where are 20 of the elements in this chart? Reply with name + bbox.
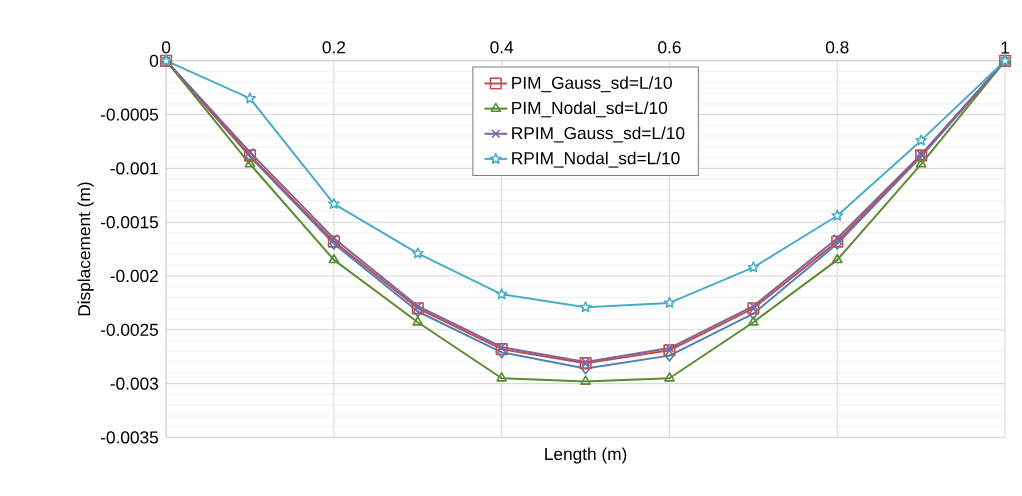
x-axis-title: Length (m) (545, 447, 627, 464)
y-tick-label: -0.002 (110, 269, 158, 283)
y-tick-label: 0 (149, 54, 159, 67)
legend-label: RPIM_Gauss_sd=L/10 (512, 126, 685, 143)
x-tick-label: 0 (161, 41, 171, 54)
legend-label: RPIM_Nodal_sd=L/10 (512, 151, 680, 168)
y-tick-label: -0.0025 (100, 323, 159, 336)
legend-label: PIM_Gauss_sd=L/10 (512, 76, 672, 93)
y-tick-label: -0.0005 (100, 108, 159, 121)
x-tick-label: 0.4 (490, 41, 514, 54)
y-tick-label: -0.0015 (100, 215, 159, 229)
y-tick-label: -0.001 (110, 162, 158, 175)
y-axis-title: Displacement (m) (77, 182, 94, 316)
x-tick-label: 0.2 (322, 41, 346, 54)
x-tick-label: 0.6 (658, 41, 681, 54)
legend-label: PIM_Nodal_sd=L/10 (512, 101, 668, 118)
y-tick-label: -0.003 (110, 377, 159, 390)
x-tick-label: 1 (1001, 41, 1010, 54)
x-tick-label: 0.8 (825, 41, 849, 54)
y-tick-label: -0.0035 (100, 431, 159, 444)
